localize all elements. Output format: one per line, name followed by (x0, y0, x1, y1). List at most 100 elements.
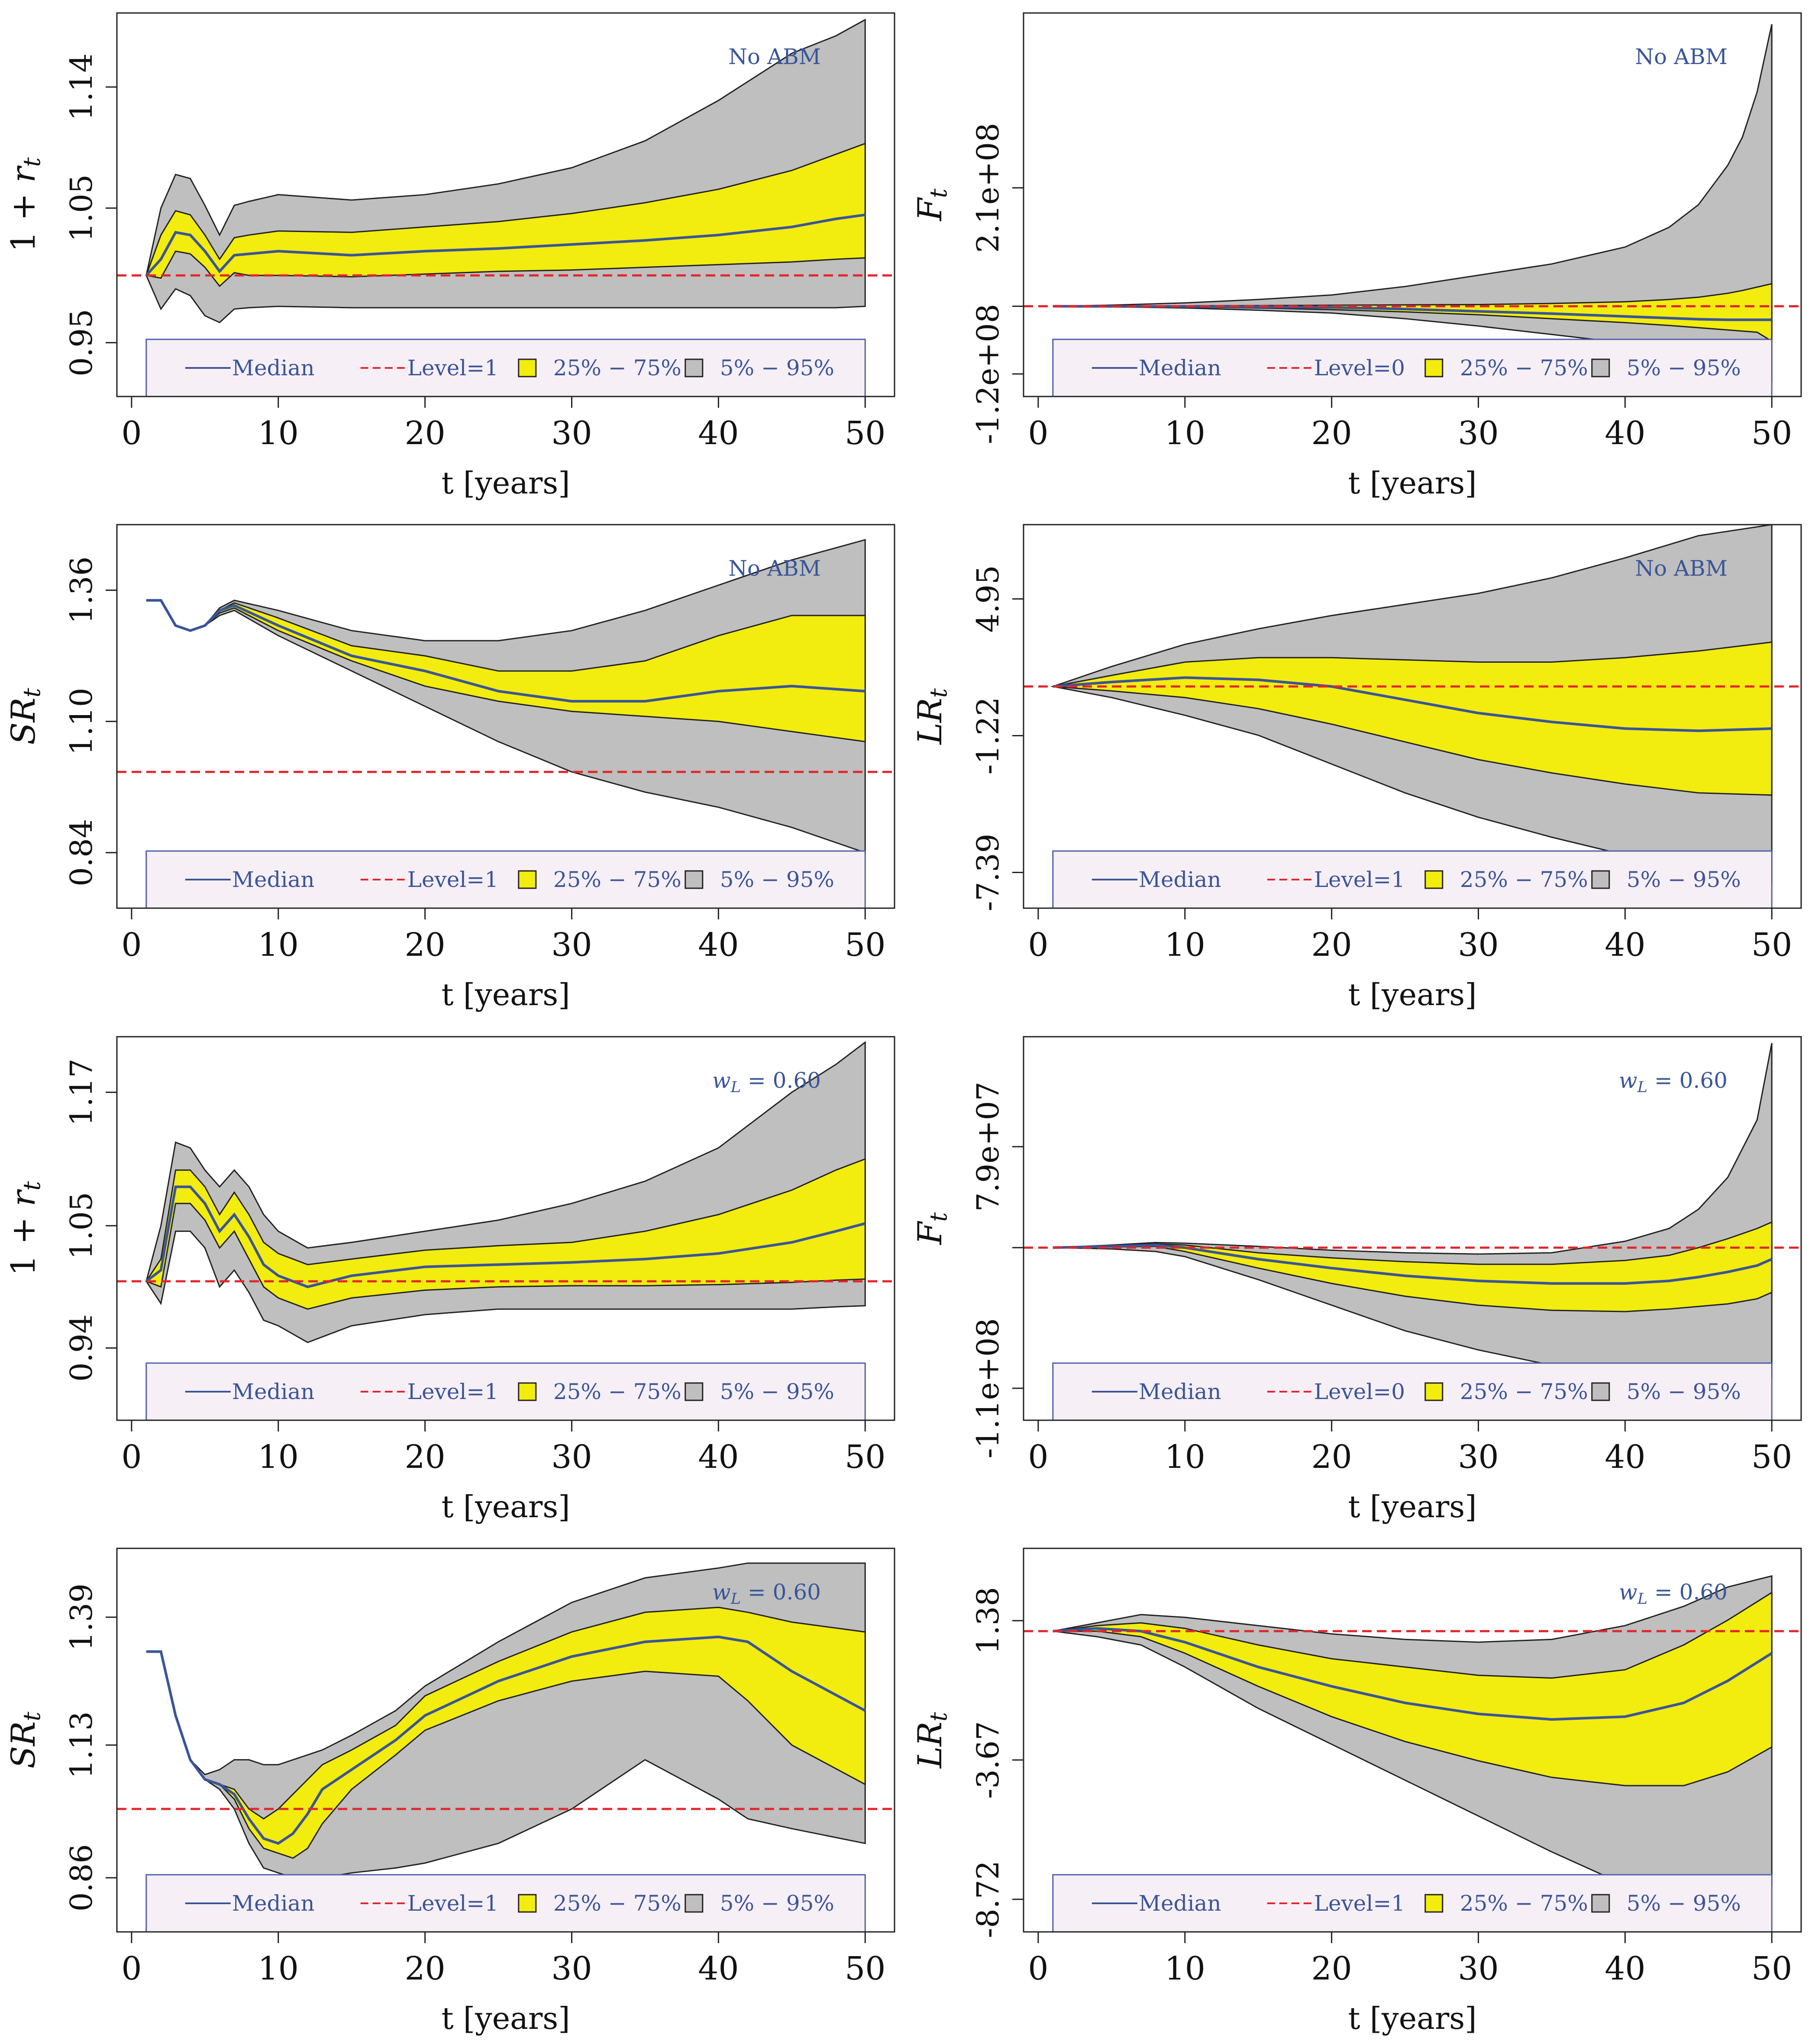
x-tick-label: 40 (698, 1950, 739, 1987)
panel-annotation: No ABM (1635, 44, 1728, 69)
plot-area: Median Level=1 25% − 75% 5% − 95% (117, 19, 895, 397)
x-tick-label: 40 (1605, 926, 1645, 964)
x-axis-label: t [years] (1348, 977, 1476, 1012)
x-axis-label: t [years] (1348, 465, 1476, 501)
legend-inner-swatch (1424, 358, 1444, 377)
plot-area: Median Level=0 25% − 75% 5% − 95% (1024, 24, 1801, 397)
x-tick-label: 10 (1165, 415, 1205, 452)
legend-level-label: Level=1 (407, 867, 498, 892)
legend-median-label: Median (232, 1891, 315, 1916)
legend-level-label: Level=1 (407, 355, 498, 380)
panel-annotation: No ABM (728, 44, 821, 69)
x-axis-label: t [years] (441, 2001, 570, 2036)
x-tick-label: 0 (121, 1438, 142, 1476)
y-tick-label: 1.05 (64, 174, 99, 242)
x-tick-label: 0 (121, 415, 142, 452)
legend-outer-label: 5% − 95% (1627, 1379, 1741, 1404)
panel-liquidity-no-abm: Median Level=1 25% − 75% 5% − 95% No ABM 0 10 2… (911, 524, 1802, 1012)
y-axis-label: Ft (911, 188, 952, 222)
plot-area: Median Level=0 25% − 75% 5% − 95% (1024, 1043, 1801, 1420)
x-tick-label: 30 (551, 1438, 592, 1476)
x-tick-label: 10 (258, 1950, 299, 1987)
x-tick-label: 0 (1028, 1438, 1048, 1476)
y-axis-label: Ft (911, 1212, 952, 1246)
x-tick-label: 50 (845, 415, 885, 452)
y-tick-label: -8.72 (970, 1860, 1006, 1938)
legend-outer-label: 5% − 95% (720, 1891, 834, 1916)
plot-area: Median Level=1 25% − 75% 5% − 95% (117, 1562, 895, 1932)
legend-outer-swatch (1591, 1382, 1610, 1401)
legend-inner-label: 25% − 75% (553, 867, 681, 892)
legend-outer-swatch (685, 1382, 704, 1401)
x-tick-label: 20 (1311, 415, 1352, 452)
band-25-75 (1053, 283, 1773, 342)
legend-median-label: Median (232, 1379, 315, 1404)
x-axis-label: t [years] (441, 1489, 570, 1525)
band-25-75 (1053, 1221, 1773, 1312)
x-tick-label: 30 (551, 415, 592, 452)
legend-outer-swatch (685, 358, 704, 377)
x-tick-label: 10 (258, 926, 299, 964)
y-axis-label: SRt (4, 1711, 45, 1768)
legend-inner-label: 25% − 75% (1460, 355, 1588, 380)
panel-solvency-no-abm: Median Level=1 25% − 75% 5% − 95% No ABM 0 10 2… (4, 524, 895, 1012)
x-tick-label: 20 (1311, 926, 1352, 964)
y-tick-label: 1.05 (64, 1192, 99, 1260)
y-tick-label: -1.22 (970, 697, 1006, 775)
legend-outer-label: 5% − 95% (720, 355, 834, 380)
x-axis-label: t [years] (1348, 1489, 1476, 1525)
x-tick-label: 50 (1751, 1950, 1792, 1987)
panel-annotation: wL = 0.60 (712, 1068, 821, 1096)
panel-annotation: No ABM (728, 556, 821, 581)
legend-level-label: Level=0 (1314, 355, 1405, 380)
band-25-75 (1053, 641, 1773, 796)
x-tick-label: 40 (698, 1438, 739, 1476)
y-tick-label: 0.94 (64, 1314, 99, 1382)
x-tick-label: 30 (551, 926, 592, 964)
y-tick-label: 1.39 (64, 1583, 99, 1651)
panel-solvency-wl: Median Level=1 25% − 75% 5% − 95% wL = 0.60 0… (4, 1548, 895, 2036)
x-tick-label: 0 (1028, 1950, 1048, 1987)
x-tick-label: 20 (405, 415, 446, 452)
x-tick-label: 20 (405, 926, 446, 964)
band-5-95 (1053, 1043, 1773, 1386)
legend-inner-swatch (518, 1894, 537, 1913)
y-axis-label: 1 + rt (4, 1181, 45, 1276)
legend-level-label: Level=1 (1314, 1891, 1405, 1916)
x-tick-label: 50 (1751, 415, 1792, 452)
y-tick-label: 1.14 (64, 53, 99, 121)
x-tick-label: 40 (1605, 1438, 1645, 1476)
x-tick-label: 10 (1165, 1438, 1205, 1476)
panel-liquidity-wl: Median Level=1 25% − 75% 5% − 95% wL = 0.60 0… (911, 1548, 1802, 2036)
y-axis-label: LRt (911, 1712, 952, 1769)
legend-inner-label: 25% − 75% (553, 355, 681, 380)
band-25-75 (145, 1158, 866, 1310)
legend-inner-swatch (518, 358, 537, 377)
legend-box (1052, 339, 1773, 397)
legend-median-label: Median (232, 355, 315, 380)
legend-outer-label: 5% − 95% (1627, 1891, 1741, 1916)
legend-box (1052, 1362, 1773, 1420)
band-25-75 (145, 142, 866, 287)
median-line (145, 1185, 866, 1288)
x-tick-label: 40 (1605, 415, 1645, 452)
legend-inner-swatch (1424, 1382, 1444, 1401)
legend-box (145, 339, 866, 397)
x-tick-label: 20 (405, 1950, 446, 1987)
median-line (146, 599, 866, 703)
panel-funding-no-abm: Median Level=0 25% − 75% 5% − 95% No ABM 0 10 2… (911, 12, 1802, 501)
legend-outer-swatch (685, 1894, 704, 1913)
legend-median-label: Median (232, 867, 315, 892)
legend-box (145, 1362, 866, 1420)
y-tick-label: -1.1e+08 (970, 1318, 1006, 1458)
legend-box (1052, 1874, 1773, 1932)
legend-inner-swatch (1424, 870, 1444, 889)
x-tick-label: 40 (698, 926, 739, 964)
x-tick-label: 0 (1028, 415, 1048, 452)
legend-median-label: Median (1139, 355, 1221, 380)
legend-median-label: Median (1139, 1891, 1221, 1916)
legend-outer-label: 5% − 95% (1627, 355, 1741, 380)
panel-annotation: wL = 0.60 (1619, 1068, 1728, 1096)
panel-funding-wl: Median Level=0 25% − 75% 5% − 95% wL = 0.60 0… (911, 1036, 1802, 1525)
